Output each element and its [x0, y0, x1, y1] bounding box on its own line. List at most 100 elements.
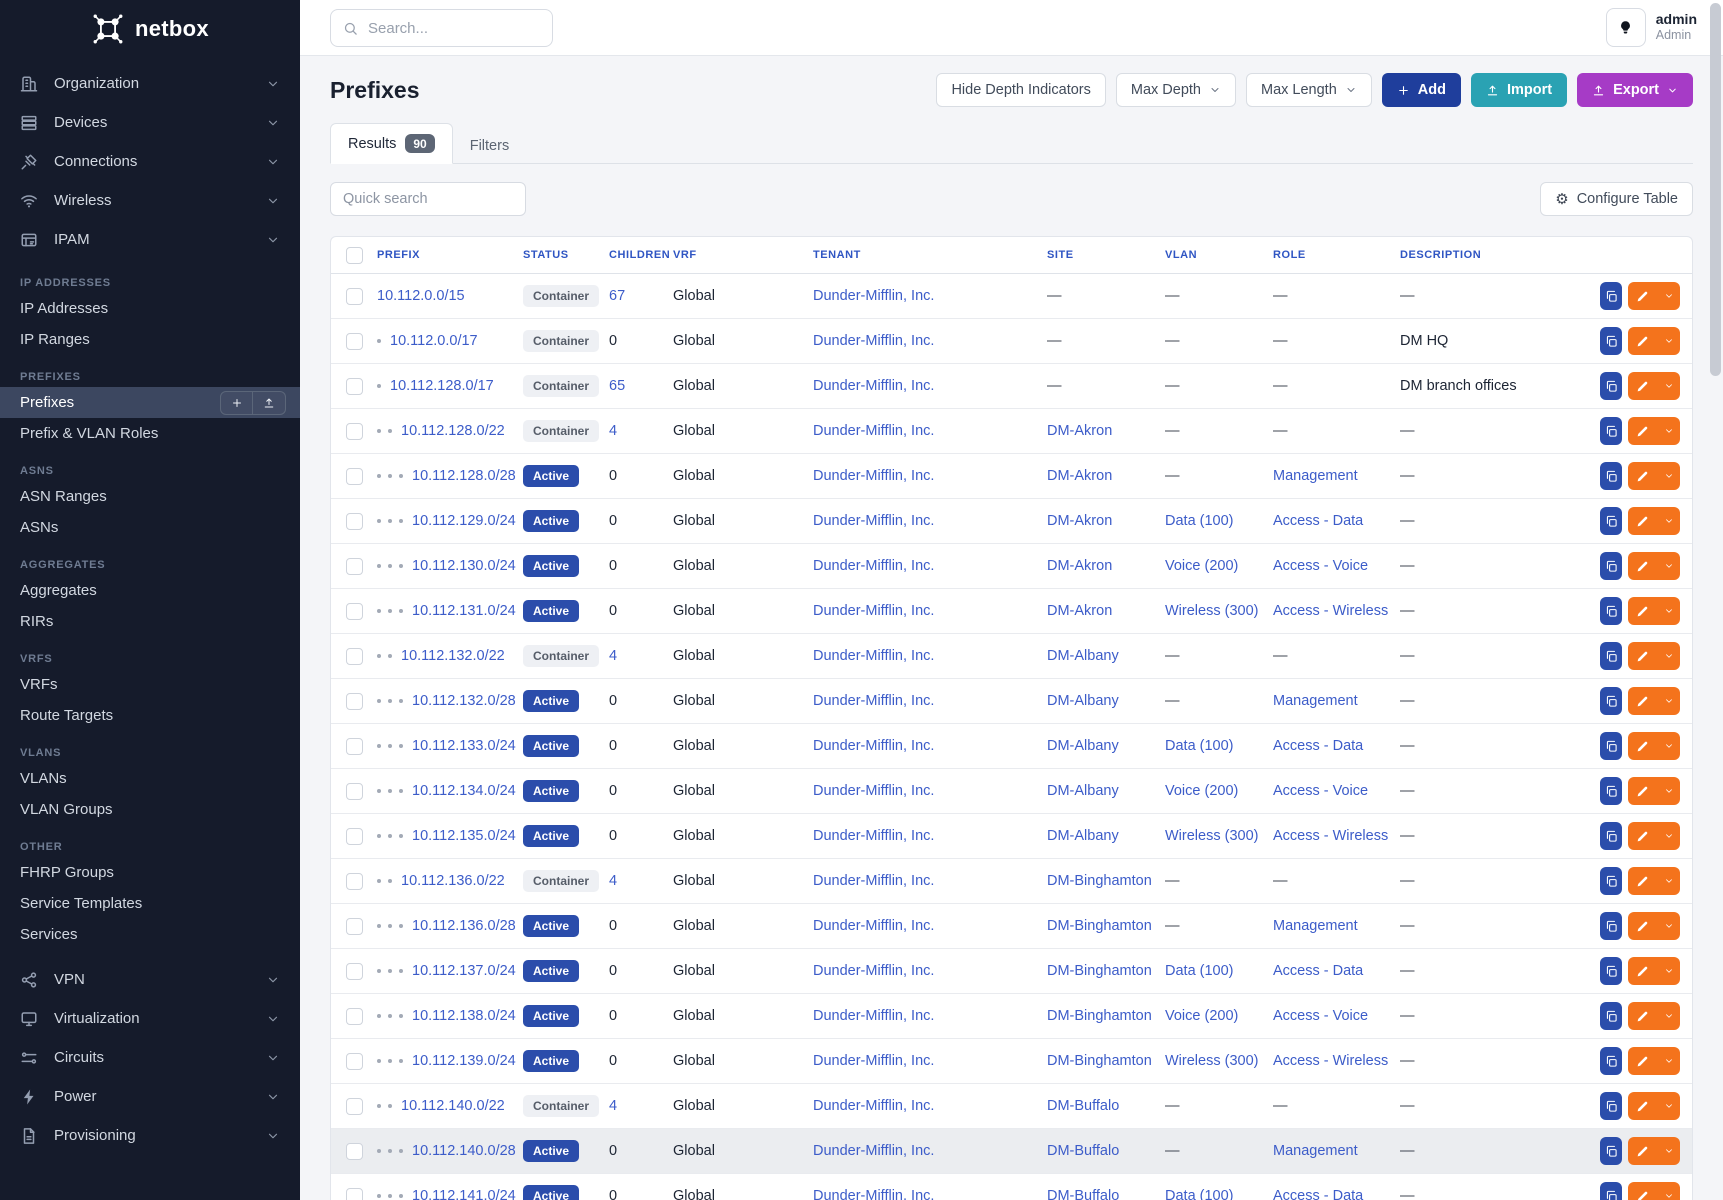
prefix-link[interactable]: 10.112.0.0/17 [390, 333, 478, 349]
theme-toggle-button[interactable] [1605, 8, 1646, 47]
table-row[interactable]: 10.112.140.0/22 Container 4 Global Dunder-Mi… [331, 1084, 1692, 1129]
tenant-link[interactable]: Dunder-Mifflin, Inc. [813, 288, 935, 304]
row-checkbox[interactable] [345, 1052, 363, 1070]
vlan-link[interactable]: Voice (200) [1165, 558, 1239, 574]
prefix-link[interactable]: 10.112.129.0/24 [412, 513, 516, 529]
edit-button[interactable] [1628, 867, 1680, 895]
prefix-link[interactable]: 10.112.128.0/22 [401, 423, 505, 439]
copy-button[interactable] [1600, 552, 1622, 580]
chevron-down-icon[interactable] [1657, 1146, 1680, 1156]
children-count[interactable]: 4 [609, 648, 618, 664]
column-header-site[interactable]: SITE [1047, 249, 1074, 261]
chevron-down-icon[interactable] [1657, 786, 1680, 796]
role-link[interactable]: Access - Data [1273, 738, 1364, 754]
copy-button[interactable] [1600, 1002, 1622, 1030]
site-link[interactable]: DM-Binghamton [1047, 918, 1152, 934]
page-scrollbar-thumb[interactable] [1710, 3, 1721, 376]
prefix-link[interactable]: 10.112.132.0/28 [412, 693, 516, 709]
chevron-down-icon[interactable] [1657, 291, 1680, 301]
select-all-checkbox[interactable] [345, 246, 363, 264]
tenant-link[interactable]: Dunder-Mifflin, Inc. [813, 1098, 935, 1114]
vlan-link[interactable]: Wireless (300) [1165, 1053, 1259, 1069]
role-link[interactable]: Access - Data [1273, 1188, 1364, 1200]
column-header-description[interactable]: DESCRIPTION [1400, 249, 1482, 261]
copy-button[interactable] [1600, 642, 1622, 670]
site-link[interactable]: DM-Binghamton [1047, 1053, 1152, 1069]
configure-table-button[interactable]: ⚙ Configure Table [1540, 182, 1693, 216]
children-count[interactable]: 4 [609, 423, 618, 439]
import-button[interactable]: Import [1470, 73, 1568, 107]
tenant-link[interactable]: Dunder-Mifflin, Inc. [813, 648, 935, 664]
role-link[interactable]: Access - Wireless [1273, 603, 1389, 619]
row-checkbox[interactable] [345, 1142, 363, 1160]
site-link[interactable]: DM-Akron [1047, 468, 1113, 484]
chevron-down-icon[interactable] [1657, 876, 1680, 886]
row-checkbox[interactable] [345, 1097, 363, 1115]
row-checkbox[interactable] [345, 332, 363, 350]
chevron-down-icon[interactable] [1657, 426, 1680, 436]
site-link[interactable]: DM-Buffalo [1047, 1143, 1120, 1159]
sidebar-menu-provisioning[interactable]: Provisioning [0, 1116, 300, 1155]
site-link[interactable]: DM-Buffalo [1047, 1098, 1120, 1114]
chevron-down-icon[interactable] [1657, 1011, 1680, 1021]
table-row[interactable]: 10.112.132.0/22 Container 4 Global Dunder-Mi… [331, 634, 1692, 679]
site-link[interactable]: DM-Binghamton [1047, 873, 1152, 889]
column-header-status[interactable]: STATUS [523, 249, 569, 261]
table-row[interactable]: 10.112.136.0/22 Container 4 Global Dunder-Mi… [331, 859, 1692, 904]
copy-button[interactable] [1600, 777, 1622, 805]
edit-button[interactable] [1628, 822, 1680, 850]
role-link[interactable]: Access - Wireless [1273, 1053, 1389, 1069]
site-link[interactable]: DM-Akron [1047, 423, 1113, 439]
page-scrollbar[interactable] [1708, 0, 1723, 1200]
user-info[interactable]: admin Admin [1656, 11, 1697, 44]
table-row[interactable]: 10.112.130.0/24 Active 0 Global Dunder-Miffl… [331, 544, 1692, 589]
copy-button[interactable] [1600, 462, 1622, 490]
chevron-down-icon[interactable] [1657, 831, 1680, 841]
table-row[interactable]: 10.112.128.0/22 Container 4 Global Dunder-Mi… [331, 409, 1692, 454]
chevron-down-icon[interactable] [1657, 561, 1680, 571]
column-header-role[interactable]: ROLE [1273, 249, 1306, 261]
tenant-link[interactable]: Dunder-Mifflin, Inc. [813, 333, 935, 349]
row-checkbox[interactable] [345, 692, 363, 710]
prefix-link[interactable]: 10.112.141.0/24 [412, 1188, 516, 1200]
edit-button[interactable] [1628, 417, 1680, 445]
table-row[interactable]: 10.112.139.0/24 Active 0 Global Dunder-Miffl… [331, 1039, 1692, 1084]
global-search-input[interactable] [368, 19, 518, 37]
site-link[interactable]: DM-Albany [1047, 828, 1119, 844]
sidebar-item-service-templates[interactable]: Service Templates [0, 888, 300, 919]
tenant-link[interactable]: Dunder-Mifflin, Inc. [813, 513, 935, 529]
table-row[interactable]: 10.112.138.0/24 Active 0 Global Dunder-Miffl… [331, 994, 1692, 1039]
copy-button[interactable] [1600, 687, 1622, 715]
prefix-link[interactable]: 10.112.130.0/24 [412, 558, 516, 574]
edit-button[interactable] [1628, 957, 1680, 985]
table-row[interactable]: 10.112.132.0/28 Active 0 Global Dunder-Miffl… [331, 679, 1692, 724]
table-row[interactable]: 10.112.135.0/24 Active 0 Global Dunder-Miffl… [331, 814, 1692, 859]
prefix-link[interactable]: 10.112.139.0/24 [412, 1053, 516, 1069]
column-header-tenant[interactable]: TENANT [813, 249, 861, 261]
site-link[interactable]: DM-Akron [1047, 603, 1113, 619]
sidebar-menu-devices[interactable]: Devices [0, 103, 300, 142]
tenant-link[interactable]: Dunder-Mifflin, Inc. [813, 693, 935, 709]
copy-button[interactable] [1600, 327, 1622, 355]
chevron-down-icon[interactable] [1657, 381, 1680, 391]
chevron-down-icon[interactable] [1657, 1056, 1680, 1066]
prefix-link[interactable]: 10.112.136.0/28 [412, 918, 516, 934]
vlan-link[interactable]: Voice (200) [1165, 783, 1239, 799]
table-row[interactable]: 10.112.137.0/24 Active 0 Global Dunder-Miffl… [331, 949, 1692, 994]
vlan-link[interactable]: Wireless (300) [1165, 828, 1259, 844]
prefix-link[interactable]: 10.112.128.0/17 [390, 378, 494, 394]
edit-button[interactable] [1628, 1002, 1680, 1030]
row-checkbox[interactable] [345, 827, 363, 845]
copy-button[interactable] [1600, 912, 1622, 940]
vlan-link[interactable]: Data (100) [1165, 513, 1234, 529]
copy-button[interactable] [1600, 1047, 1622, 1075]
sidebar-item-asns[interactable]: ASNs [0, 512, 300, 543]
sidebar-item-vlan-groups[interactable]: VLAN Groups [0, 794, 300, 825]
prefix-link[interactable]: 10.112.140.0/28 [412, 1143, 516, 1159]
sidebar-item-prefix-vlan-roles[interactable]: Prefix & VLAN Roles [0, 418, 300, 449]
edit-button[interactable] [1628, 1047, 1680, 1075]
row-checkbox[interactable] [345, 422, 363, 440]
children-count[interactable]: 67 [609, 288, 626, 304]
prefix-link[interactable]: 10.112.133.0/24 [412, 738, 516, 754]
vlan-link[interactable]: Data (100) [1165, 1188, 1234, 1200]
